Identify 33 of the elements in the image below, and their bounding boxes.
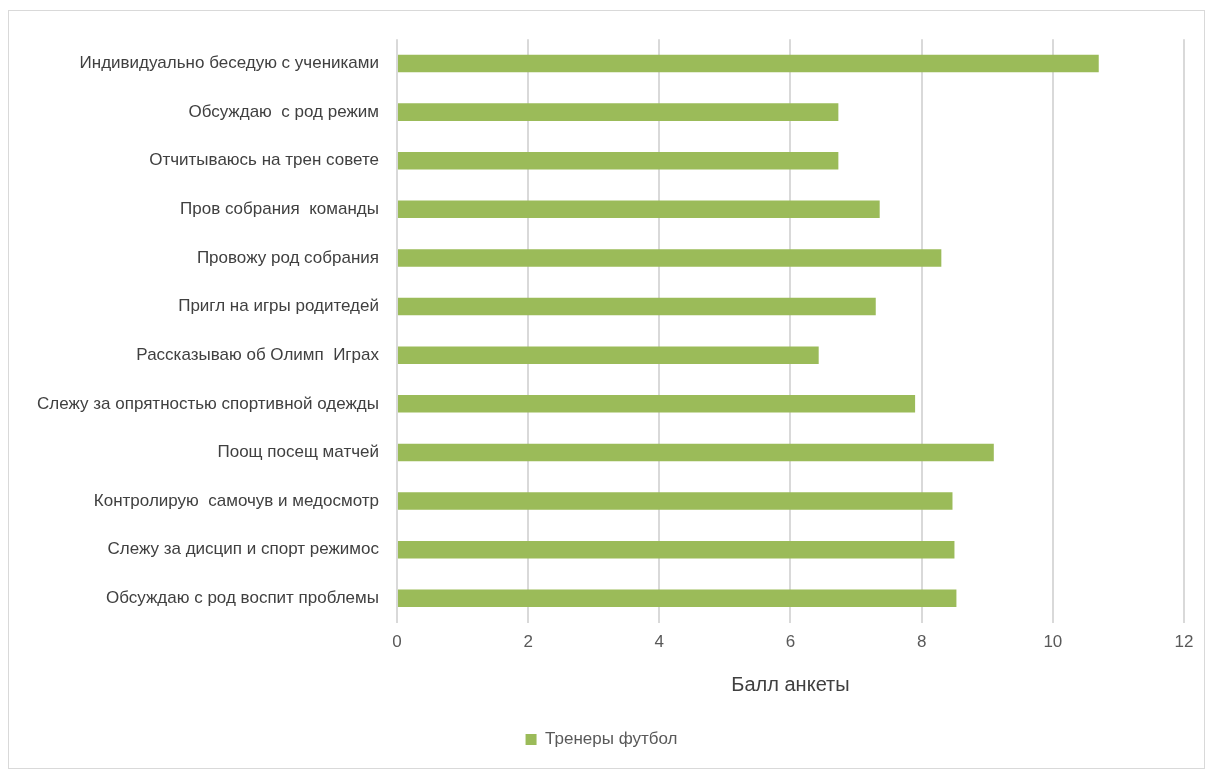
bar [397,492,953,510]
bar [397,346,819,364]
y-tick-label: Слежу за опрятностью спортивной одежды [37,393,379,413]
x-tick-label: 8 [916,632,927,652]
y-tick-label: Отчитываюсь на трен совете [149,150,379,170]
bar [397,540,955,559]
x-tick-label: 0 [392,632,402,652]
bar [397,54,1099,73]
y-tick-label: Провожу род собрания [196,247,379,267]
x-axis-title: Балл анкеты [731,672,850,695]
y-tick-label: Поощ посещ матчей [217,442,379,462]
bar [397,249,942,267]
y-tick-label: Рассказываю об Олимп Играх [136,344,380,364]
bar [397,103,839,121]
bar [397,151,839,170]
x-tick-label: 10 [1043,632,1063,652]
y-tick-label: Индивидуально беседую с учениками [79,53,379,73]
bar [397,443,994,462]
bar [397,200,880,219]
x-tick-label: 6 [785,632,796,652]
bar [397,589,957,608]
y-tick-label: Пригл на игры родитедей [178,296,379,316]
y-tick-label: Обсуждаю с род режим [188,101,379,121]
x-tick-label: 2 [523,632,533,652]
legend-label: Тренеры футбол [545,729,678,749]
y-tick-label: Контролирую самочув и медосмотр [93,490,379,510]
y-tick-label: Обсуждаю с род воспит проблемы [106,587,379,607]
x-tick-label: 4 [654,632,665,652]
bar [397,395,916,413]
bar [397,297,876,316]
x-tick-label: 12 [1174,632,1194,652]
y-tick-label: Слежу за дисцип и спорт режимос [107,539,380,559]
y-tick-label: Пров собрания команды [180,199,379,219]
